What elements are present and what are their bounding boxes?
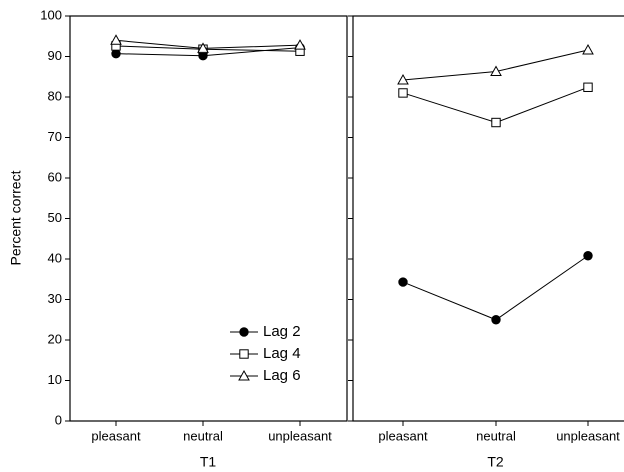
legend-label: Lag 6 bbox=[263, 367, 301, 384]
marker bbox=[490, 65, 502, 76]
x-tick-label: pleasant bbox=[378, 428, 428, 443]
marker bbox=[582, 43, 594, 55]
x-tick-label: neutral bbox=[183, 428, 223, 443]
y-tick-label: 60 bbox=[48, 169, 62, 184]
frame bbox=[69, 15, 348, 422]
y-tick-label: 80 bbox=[48, 88, 62, 103]
marker bbox=[583, 82, 593, 92]
marker bbox=[397, 73, 409, 85]
y-tick-label: 100 bbox=[40, 7, 62, 22]
y-tick-label: 0 bbox=[55, 412, 62, 427]
y-tick-label: 10 bbox=[48, 372, 62, 387]
marker bbox=[197, 42, 209, 53]
y-tick-label: 20 bbox=[48, 331, 62, 346]
marker bbox=[491, 315, 501, 325]
marker bbox=[398, 277, 408, 287]
marker bbox=[239, 349, 249, 359]
y-tick-label: 50 bbox=[48, 210, 62, 225]
frame bbox=[352, 15, 624, 422]
y-tick-label: 40 bbox=[48, 250, 62, 265]
x-tick-label: unpleasant bbox=[268, 428, 332, 443]
marker bbox=[294, 39, 306, 50]
marker bbox=[111, 48, 121, 59]
y-tick-label: 90 bbox=[48, 48, 62, 63]
marker bbox=[583, 251, 593, 261]
x-tick-label: neutral bbox=[476, 428, 516, 443]
y-axis-label: Percent correct bbox=[8, 170, 24, 265]
marker bbox=[110, 34, 122, 45]
series-line bbox=[402, 86, 589, 124]
series-line bbox=[402, 255, 589, 321]
marker bbox=[491, 117, 501, 128]
x-tick-label: pleasant bbox=[91, 428, 141, 443]
x-axis-label: T2 bbox=[487, 454, 504, 470]
x-axis-label: T1 bbox=[200, 454, 217, 470]
y-tick-label: 30 bbox=[48, 291, 62, 306]
marker bbox=[238, 369, 250, 381]
y-tick-label: 70 bbox=[48, 129, 62, 144]
legend-label: Lag 2 bbox=[263, 323, 301, 340]
x-tick-label: unpleasant bbox=[556, 428, 620, 443]
marker bbox=[239, 327, 249, 337]
marker bbox=[398, 88, 408, 98]
legend-label: Lag 4 bbox=[263, 345, 301, 362]
